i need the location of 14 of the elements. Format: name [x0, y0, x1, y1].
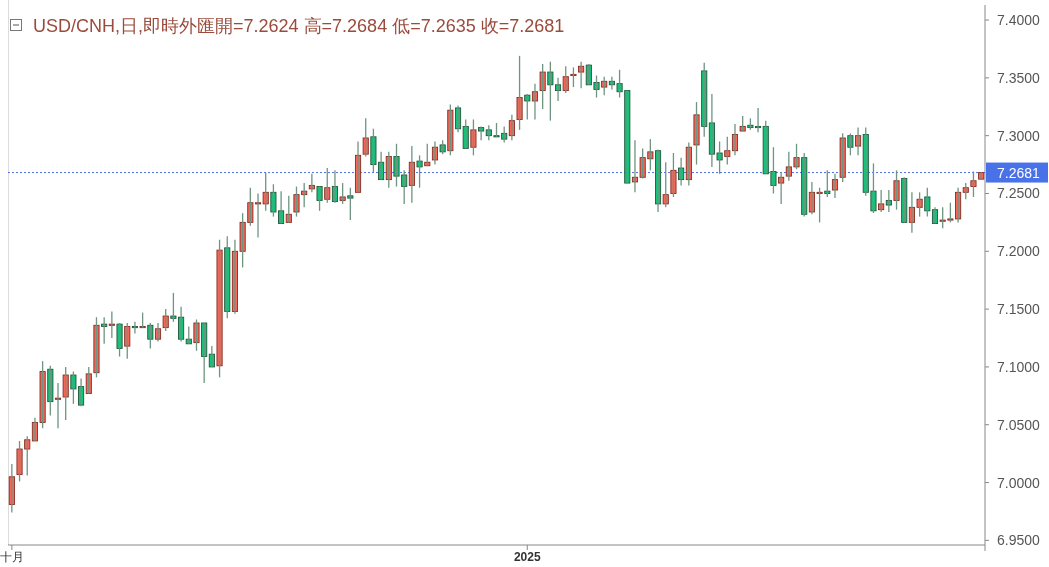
- ref-line-label: 7.2681: [997, 164, 1041, 181]
- text: USD/CNH,日,即時外匯開=7.2624 高=7.2684 低=7.2635 收=7.2681: [33, 16, 565, 36]
- x-tick-label: 2025: [513, 550, 541, 564]
- x-tick-label: 十月: [0, 550, 24, 564]
- y-tick-label: 7.0000: [997, 474, 1041, 491]
- y-tick-label: 7.3000: [997, 127, 1041, 144]
- y-tick-label: 7.1500: [997, 301, 1041, 318]
- y-tick-label: 7.4000: [997, 12, 1041, 29]
- y-tick-label: 7.0500: [997, 416, 1041, 433]
- y-tick-label: 7.1000: [997, 358, 1041, 375]
- y-tick-label: 7.3500: [997, 69, 1041, 86]
- y-tick-label: 6.9500: [997, 532, 1041, 549]
- y-tick-label: 7.2000: [997, 243, 1041, 260]
- y-tick-label: 7.2500: [997, 185, 1041, 202]
